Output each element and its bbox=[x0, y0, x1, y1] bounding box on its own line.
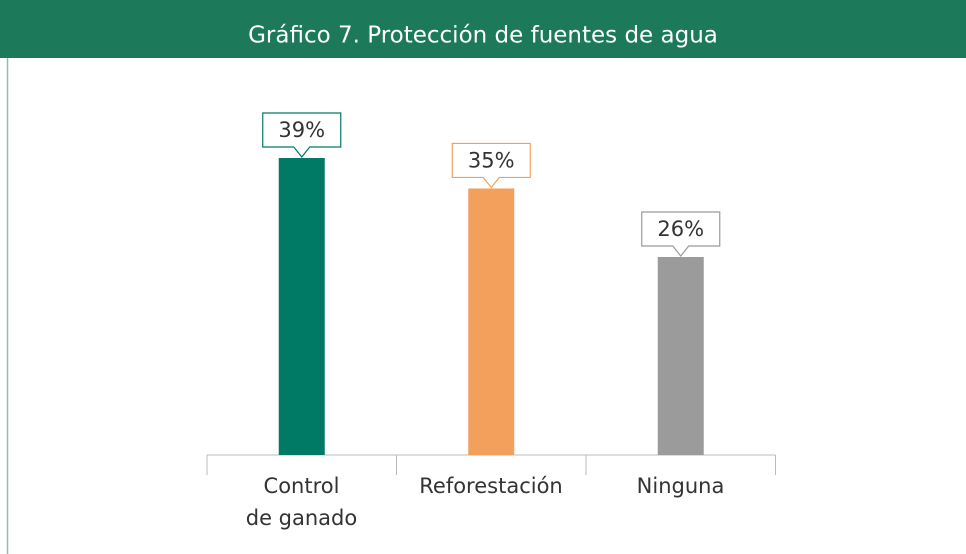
x-tick-label: Control de ganado bbox=[245, 474, 358, 530]
label-callout bbox=[262, 112, 342, 158]
chart-title: Gráfico 7. Protección de fuentes de agua bbox=[248, 23, 718, 49]
data-label: 26% bbox=[657, 217, 704, 241]
x-tick-label: Reforestación bbox=[419, 474, 563, 498]
bar bbox=[657, 257, 704, 455]
label-callout bbox=[451, 142, 531, 189]
data-label: 35% bbox=[468, 148, 515, 172]
label-callout bbox=[641, 211, 721, 257]
bar bbox=[468, 188, 515, 455]
bar bbox=[278, 158, 325, 455]
data-label: 39% bbox=[278, 118, 325, 142]
header-bar bbox=[0, 0, 966, 58]
x-tick-label: Ninguna bbox=[636, 474, 725, 498]
